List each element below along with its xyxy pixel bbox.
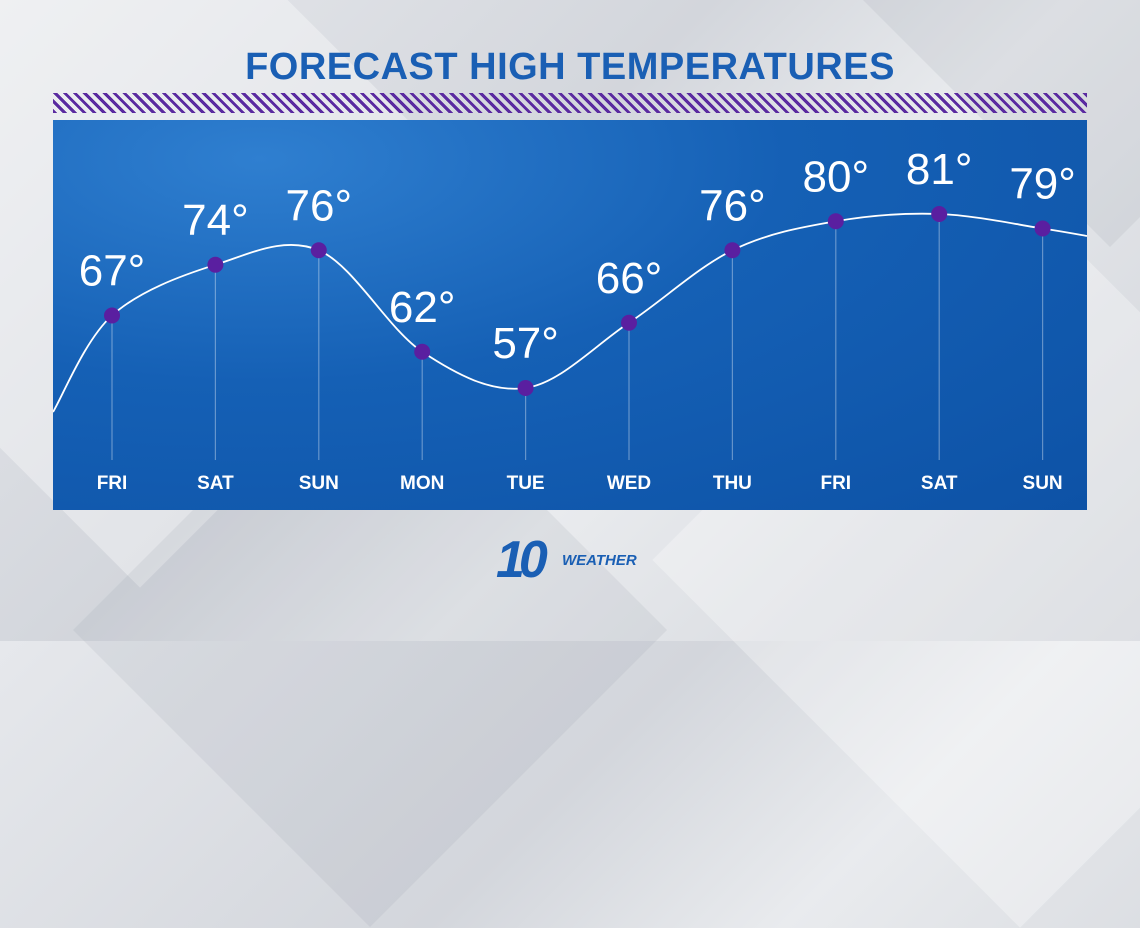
day-label: SAT bbox=[197, 473, 234, 494]
temperature-label: 74° bbox=[182, 196, 249, 245]
data-point bbox=[931, 206, 948, 222]
data-point bbox=[310, 242, 327, 259]
temperature-label: 62° bbox=[389, 283, 456, 332]
temperature-label: 76° bbox=[699, 181, 766, 230]
data-point bbox=[207, 256, 224, 273]
day-label: SAT bbox=[921, 473, 958, 494]
temperature-label: 57° bbox=[492, 319, 559, 368]
title-stripe bbox=[53, 93, 1087, 113]
temperature-label: 66° bbox=[596, 254, 663, 303]
data-point bbox=[621, 314, 637, 331]
day-label: FRI bbox=[97, 473, 128, 494]
data-point bbox=[827, 213, 844, 230]
day-label: FRI bbox=[820, 473, 851, 494]
chart-panel bbox=[53, 120, 1087, 510]
drop-lines bbox=[111, 214, 1044, 460]
logo-number: 10 bbox=[496, 531, 548, 589]
logo-word: WEATHER bbox=[562, 552, 637, 569]
temperature-label: 76° bbox=[286, 181, 353, 230]
data-point bbox=[1034, 220, 1051, 237]
temperature-label: 67° bbox=[79, 247, 146, 296]
temperature-label: 81° bbox=[906, 145, 973, 194]
temperature-chart: 67° 74° 76° 62° 57° 66° 76° 80° 81° 79° FRI SAT SUN… bbox=[53, 145, 1087, 494]
day-label: SUN bbox=[299, 473, 339, 494]
day-label: MON bbox=[400, 473, 444, 494]
day-label: THU bbox=[713, 473, 752, 494]
data-point bbox=[724, 242, 741, 259]
day-label: WED bbox=[607, 473, 651, 494]
data-points bbox=[104, 206, 1051, 396]
chart-title: FORECAST HIGH TEMPERATURES bbox=[245, 46, 895, 88]
temperature-labels: 67° 74° 76° 62° 57° 66° 76° 80° 81° 79° bbox=[79, 145, 1076, 368]
data-point bbox=[104, 307, 120, 324]
data-point bbox=[517, 380, 534, 396]
day-label: SUN bbox=[1023, 473, 1063, 494]
day-labels: FRI SAT SUN MON TUE WED THU FRI SAT SUN bbox=[97, 473, 1063, 494]
data-point bbox=[414, 343, 431, 360]
temperature-label: 79° bbox=[1009, 160, 1076, 209]
day-label: TUE bbox=[507, 473, 545, 494]
temperature-label: 80° bbox=[803, 152, 870, 201]
